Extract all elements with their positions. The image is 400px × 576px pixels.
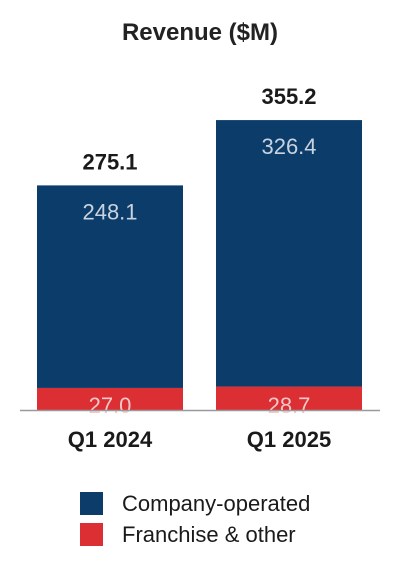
legend-swatch-company-operated	[80, 492, 103, 515]
bar-q1-2025-franchise-other	[216, 386, 362, 410]
value-label-q1-2024-company-operated: 248.1	[82, 199, 137, 224]
bar-q1-2024-franchise-other	[37, 387, 183, 410]
total-label-q1-2025: 355.2	[261, 84, 316, 109]
x-tick-q1-2025: Q1 2025	[247, 427, 331, 452]
bar-q1-2025-company-operated	[216, 120, 362, 387]
value-label-q1-2025-franchise-other: 28.7	[268, 393, 311, 418]
value-label-q1-2025-company-operated: 326.4	[261, 134, 316, 159]
bars-layer: 27.0 248.1 275.1 28.7 326.4 355.2	[37, 84, 362, 418]
bar-q1-2024-company-operated	[37, 185, 183, 388]
x-axis-ticks: Q1 2024 Q1 2025	[68, 427, 331, 452]
total-label-q1-2024: 275.1	[82, 149, 137, 174]
legend-swatch-franchise-other	[80, 523, 103, 546]
x-tick-q1-2024: Q1 2024	[68, 427, 153, 452]
value-label-q1-2024-franchise-other: 27.0	[89, 393, 132, 418]
chart-title: Revenue ($M)	[122, 19, 278, 46]
legend-label-franchise-other: Franchise & other	[122, 522, 296, 547]
legend-label-company-operated: Company-operated	[122, 491, 310, 516]
legend: Company-operated Franchise & other	[80, 491, 310, 547]
